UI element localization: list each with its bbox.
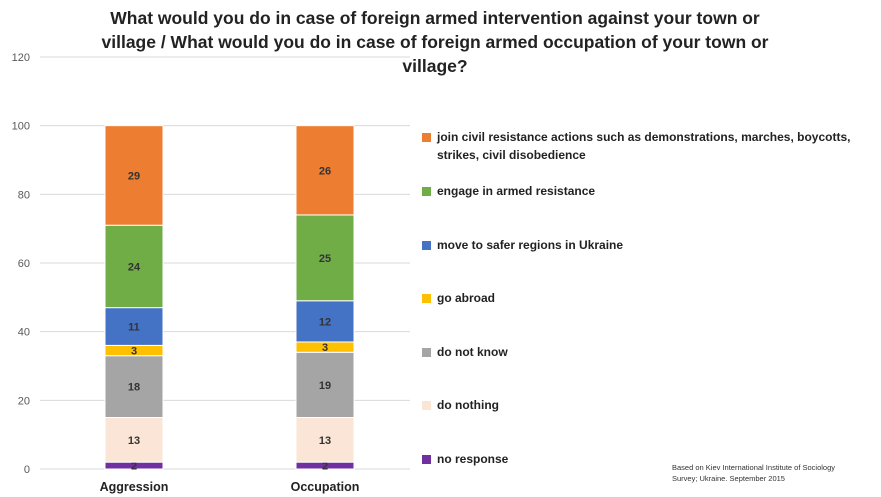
data-label: 29: [128, 170, 140, 182]
legend-label: no response: [437, 452, 509, 466]
y-tick-label: 80: [18, 189, 30, 201]
data-label: 2: [131, 461, 137, 473]
bar-segment: [104, 125, 164, 226]
bar-segment: [295, 417, 355, 463]
legend-swatch: [422, 241, 431, 250]
data-label: 18: [128, 382, 140, 394]
legend-label: do not know: [437, 345, 508, 359]
bar-segment: [295, 351, 355, 418]
legend-label: engage in armed resistance: [437, 184, 596, 198]
legend-label: do nothing: [437, 398, 499, 412]
data-label: 13: [128, 435, 140, 447]
bar-segment: [295, 300, 355, 343]
bar-segment: [295, 214, 355, 302]
legend-label: move to safer regions in Ukraine: [437, 238, 624, 252]
legend-item: go abroad: [422, 289, 495, 307]
bar-segment: [104, 307, 164, 346]
y-tick-label: 0: [24, 464, 30, 476]
data-label: 11: [128, 322, 140, 334]
bar-segment: [295, 125, 355, 216]
source-note: Based on Kiev International Institute of…: [672, 463, 836, 483]
bars: 2 13 18 3 11 24 29 2 13 19 3 12 25 26: [104, 125, 355, 473]
legend-item: do nothing: [422, 396, 499, 414]
legend-item: engage in armed resistance: [422, 182, 595, 200]
data-label: 2: [322, 461, 328, 473]
data-label: 3: [131, 346, 137, 358]
legend-item: no response: [422, 450, 508, 468]
chart-title: What would you do in case of foreign arm…: [101, 8, 769, 76]
legend-swatch: [422, 187, 431, 196]
data-label: 25: [319, 253, 331, 265]
y-tick-label: 100: [12, 121, 30, 133]
legend-item: move to safer regions in Ukraine: [422, 236, 623, 254]
x-category-label: Occupation: [291, 480, 360, 494]
x-category-label: Aggression: [100, 480, 169, 494]
legend-swatch: [422, 401, 431, 410]
data-label: 3: [322, 342, 328, 354]
legend-swatch: [422, 294, 431, 303]
legend-label: join civil resistance actions such as de…: [437, 130, 851, 162]
data-label: 24: [128, 261, 141, 273]
data-label: 12: [319, 316, 331, 328]
y-tick-label: 20: [18, 395, 30, 407]
bar-segment: [104, 417, 164, 463]
y-tick-label: 40: [18, 327, 30, 339]
legend-item: do not know: [422, 343, 508, 361]
data-label: 19: [319, 380, 331, 392]
legend-label: go abroad: [437, 291, 496, 305]
legend-item: join civil resistance actions such as de…: [422, 128, 877, 164]
legend-swatch: [422, 455, 431, 464]
y-tick-label: 60: [18, 258, 30, 270]
y-axis: 0 20 40 60 80 100 120: [12, 52, 30, 476]
bar-segment: [104, 355, 164, 419]
legend-swatch: [422, 348, 431, 357]
y-tick-label: 120: [12, 52, 30, 64]
data-label: 13: [319, 435, 331, 447]
x-axis: Aggression Occupation: [100, 480, 360, 494]
data-label: 26: [319, 165, 331, 177]
legend-swatch: [422, 133, 431, 142]
